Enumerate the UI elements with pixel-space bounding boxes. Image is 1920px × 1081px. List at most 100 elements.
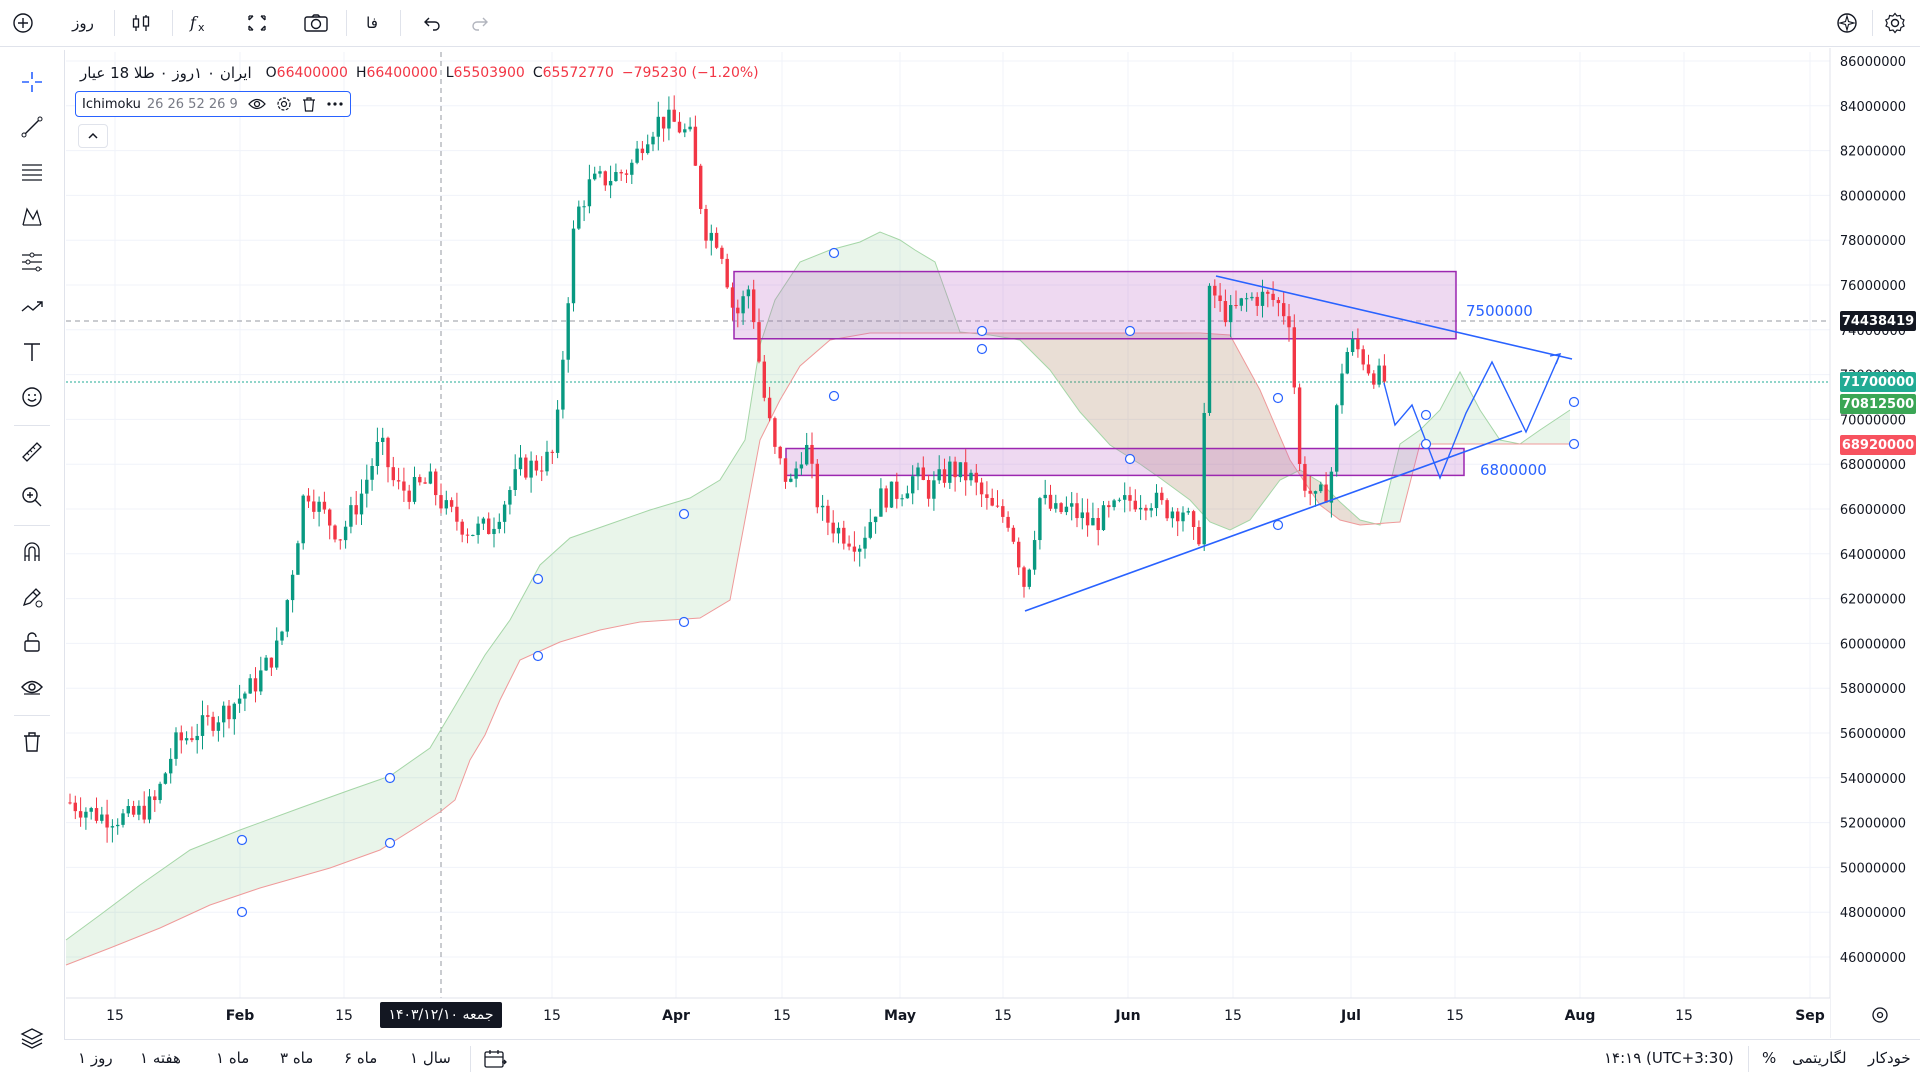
- eye-icon[interactable]: [247, 97, 266, 111]
- emoji-icon[interactable]: [12, 379, 52, 415]
- log-toggle[interactable]: لگاریتمی: [1792, 1049, 1847, 1067]
- pattern-icon[interactable]: [12, 199, 52, 235]
- range-6m[interactable]: ۶ ماه: [344, 1049, 378, 1067]
- candle-body: [762, 361, 766, 398]
- range-3m[interactable]: ۳ ماه: [280, 1049, 314, 1067]
- crosshair-icon[interactable]: [12, 64, 52, 100]
- anchor-point: [1420, 409, 1432, 421]
- support-trend-line: [1024, 430, 1523, 612]
- candle-body: [1080, 512, 1084, 519]
- candle-body: [1128, 495, 1132, 501]
- timeframe-button[interactable]: روز: [72, 14, 94, 32]
- candle-body: [349, 505, 353, 527]
- candle-body: [1282, 303, 1286, 317]
- more-icon[interactable]: [326, 101, 344, 107]
- candle-body: [487, 518, 491, 535]
- stay-drawing-icon[interactable]: [12, 579, 52, 615]
- fullscreen-icon[interactable]: [242, 8, 272, 38]
- range-1m[interactable]: ۱ ماه: [216, 1049, 250, 1067]
- indicator-legend[interactable]: Ichimoku 26 26 52 26 9: [75, 91, 351, 117]
- candle-body: [121, 813, 125, 825]
- y-tick-label: 76000000: [1840, 279, 1906, 294]
- candle-body: [974, 472, 978, 483]
- toolbar-divider: [400, 10, 401, 36]
- candle-body: [153, 796, 157, 801]
- candle-body: [306, 495, 311, 502]
- anchor-point: [1568, 438, 1580, 450]
- calendar-icon[interactable]: [482, 1047, 508, 1075]
- auto-toggle[interactable]: خودکار: [1868, 1049, 1911, 1067]
- candle-body: [1361, 349, 1365, 365]
- layers-icon[interactable]: [12, 1020, 52, 1056]
- language-button[interactable]: فا: [366, 14, 378, 32]
- fib-icon[interactable]: [12, 154, 52, 190]
- candle-body: [868, 522, 872, 538]
- trash-icon[interactable]: [302, 96, 316, 112]
- x-tick-label: Aug: [1565, 1008, 1596, 1024]
- undo-icon[interactable]: [418, 8, 446, 38]
- candle-body: [502, 504, 507, 522]
- y-tick-label: 80000000: [1840, 189, 1906, 204]
- redo-icon[interactable]: [466, 8, 494, 38]
- candle-body: [1229, 305, 1233, 323]
- candle-body: [232, 703, 236, 720]
- text-icon[interactable]: [12, 334, 52, 370]
- low-label: L: [445, 65, 454, 81]
- camera-icon[interactable]: [300, 8, 332, 38]
- trash-icon[interactable]: [12, 724, 52, 760]
- candle-body: [593, 173, 597, 180]
- candle-body: [1356, 338, 1360, 350]
- ruler-icon[interactable]: [12, 434, 52, 470]
- eye-icon[interactable]: [12, 669, 52, 705]
- candle-body: [206, 715, 210, 717]
- candle-body: [571, 228, 576, 304]
- x-tick-label: 15: [1675, 1008, 1693, 1024]
- magnet-icon[interactable]: [12, 534, 52, 570]
- candle-body: [481, 518, 486, 524]
- candle-body: [1149, 508, 1153, 511]
- candle-body: [1075, 503, 1079, 519]
- candle-body: [794, 468, 798, 479]
- candle-body: [1223, 300, 1228, 323]
- forecast-icon[interactable]: [12, 244, 52, 280]
- candle-body: [577, 206, 581, 229]
- settings-icon[interactable]: [1880, 8, 1910, 38]
- candle-body: [550, 451, 554, 453]
- plus-circle-icon[interactable]: [8, 8, 38, 38]
- lock-icon[interactable]: [12, 624, 52, 660]
- toolbar-divider: [114, 10, 115, 36]
- anchor-point: [828, 247, 840, 259]
- price-chart[interactable]: 7500000 6800000 86000000 84000000 82000000 8…: [0, 0, 1920, 1040]
- spark-icon[interactable]: [1832, 8, 1862, 38]
- annotation-upper: 7500000: [1466, 302, 1533, 320]
- candle-body: [757, 322, 761, 362]
- collapse-legend-button[interactable]: [78, 124, 108, 148]
- candle-body: [497, 521, 501, 529]
- candle-body: [1335, 405, 1339, 472]
- y-tick-label: 70000000: [1840, 413, 1906, 428]
- candle-body: [656, 116, 660, 137]
- percent-toggle[interactable]: %: [1762, 1049, 1777, 1067]
- range-1d[interactable]: ۱ روز: [78, 1049, 113, 1067]
- zoom-in-icon[interactable]: [12, 479, 52, 515]
- candle-body: [608, 180, 613, 186]
- chevron-up-icon: [88, 132, 98, 139]
- candle-body: [508, 489, 512, 505]
- candle-body: [407, 490, 411, 502]
- range-1w[interactable]: ۱ هفته: [140, 1049, 181, 1067]
- trend-line-icon[interactable]: [12, 109, 52, 145]
- gear-icon[interactable]: [276, 96, 292, 112]
- anchor-point: [1124, 325, 1136, 337]
- candle-body: [78, 811, 83, 818]
- x-tick-label: Feb: [226, 1008, 255, 1024]
- candle-body: [873, 516, 878, 523]
- candle-body: [354, 505, 358, 515]
- candles-icon[interactable]: [126, 8, 156, 38]
- symbol-name[interactable]: ایران ۰ ۱روز ۰ طلا 18 عیار: [80, 64, 252, 82]
- range-1y[interactable]: ۱ سال: [410, 1049, 451, 1067]
- brush-icon[interactable]: [12, 289, 52, 325]
- y-tick-label: 64000000: [1840, 548, 1906, 563]
- kumo-cloud: [66, 232, 1570, 965]
- time-display[interactable]: ۱۴:۱۹ (UTC+3:30): [1604, 1049, 1734, 1067]
